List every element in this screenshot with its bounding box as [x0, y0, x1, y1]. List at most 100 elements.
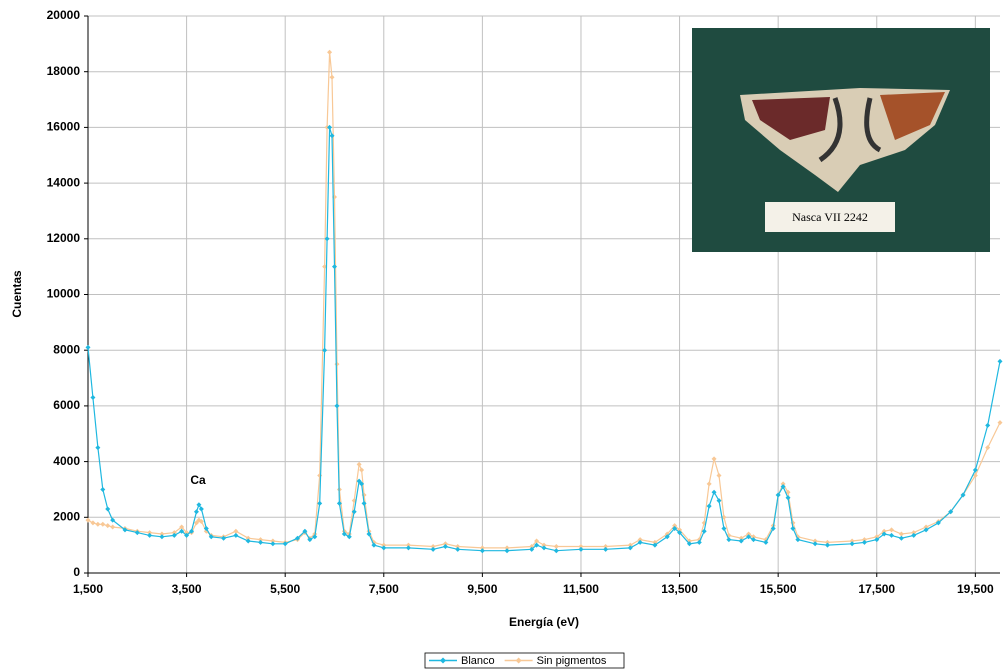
point — [85, 344, 91, 350]
point — [336, 500, 342, 506]
point — [578, 546, 584, 552]
photo-card — [765, 202, 895, 232]
point — [763, 539, 769, 545]
x-tick-label: 19,500 — [957, 582, 994, 596]
point — [711, 489, 717, 495]
point — [677, 530, 683, 536]
point — [898, 535, 904, 541]
point — [770, 525, 776, 531]
point — [672, 525, 678, 531]
point — [179, 524, 185, 530]
point — [270, 538, 276, 544]
point — [898, 531, 904, 537]
point — [302, 528, 308, 534]
series-line — [87, 127, 1001, 552]
point — [171, 532, 177, 538]
point — [356, 461, 362, 467]
point — [122, 527, 128, 533]
point — [785, 495, 791, 501]
point — [889, 527, 895, 533]
point — [923, 527, 929, 533]
point — [746, 534, 752, 540]
point — [701, 528, 707, 534]
y-tick-label: 12000 — [47, 231, 81, 245]
point — [534, 542, 540, 548]
point — [874, 537, 880, 543]
point — [189, 528, 195, 534]
point — [824, 539, 830, 545]
point — [334, 361, 340, 367]
point — [455, 544, 461, 550]
point — [193, 520, 199, 526]
point — [948, 509, 954, 515]
point — [686, 541, 692, 547]
x-tick-label: 17,500 — [858, 582, 895, 596]
y-tick-label: 18000 — [47, 64, 81, 78]
point — [317, 473, 323, 479]
y-axis-label: Cuentas — [10, 270, 24, 318]
point — [341, 531, 347, 537]
point — [329, 74, 335, 80]
point — [159, 531, 165, 537]
point — [95, 445, 101, 451]
point — [351, 509, 357, 515]
y-tick-label: 6000 — [53, 398, 80, 412]
point — [147, 530, 153, 536]
point — [997, 358, 1003, 364]
point — [361, 500, 367, 506]
point — [317, 500, 323, 506]
point — [430, 546, 436, 552]
point — [171, 530, 177, 536]
point — [716, 498, 722, 504]
point — [208, 534, 214, 540]
point — [90, 520, 96, 526]
point — [716, 473, 722, 479]
point — [100, 486, 106, 492]
point — [603, 546, 609, 552]
point — [442, 541, 448, 547]
point — [270, 541, 276, 547]
point — [627, 542, 633, 548]
point — [331, 264, 337, 270]
point — [405, 545, 411, 551]
point — [711, 456, 717, 462]
point — [184, 532, 190, 538]
point — [637, 539, 643, 545]
legend-marker — [440, 657, 446, 664]
point — [85, 517, 91, 523]
point — [861, 537, 867, 543]
point — [652, 542, 658, 548]
legend-label: Sin pigmentos — [537, 655, 607, 667]
point — [726, 537, 732, 543]
sherd-red — [752, 97, 830, 140]
point — [147, 532, 153, 538]
point — [985, 422, 991, 428]
point — [780, 481, 786, 487]
sherd-orange — [880, 92, 945, 140]
point — [346, 534, 352, 540]
point — [751, 537, 757, 543]
x-tick-label: 9,500 — [467, 582, 497, 596]
point — [795, 537, 801, 543]
legend-marker — [515, 657, 522, 664]
point — [923, 524, 929, 530]
point — [738, 535, 744, 541]
point — [812, 538, 818, 544]
y-tick-label: 4000 — [53, 454, 80, 468]
x-tick-label: 15,500 — [760, 582, 797, 596]
point — [221, 535, 227, 541]
y-tick-label: 2000 — [53, 509, 80, 523]
point — [529, 546, 535, 552]
point — [159, 534, 165, 540]
point — [105, 506, 111, 512]
x-tick-label: 1,500 — [73, 582, 103, 596]
point — [672, 523, 678, 529]
point — [245, 538, 251, 544]
point — [812, 541, 818, 547]
point — [721, 525, 727, 531]
point — [329, 133, 335, 139]
point — [706, 481, 712, 487]
point — [553, 548, 559, 554]
point — [746, 531, 752, 537]
